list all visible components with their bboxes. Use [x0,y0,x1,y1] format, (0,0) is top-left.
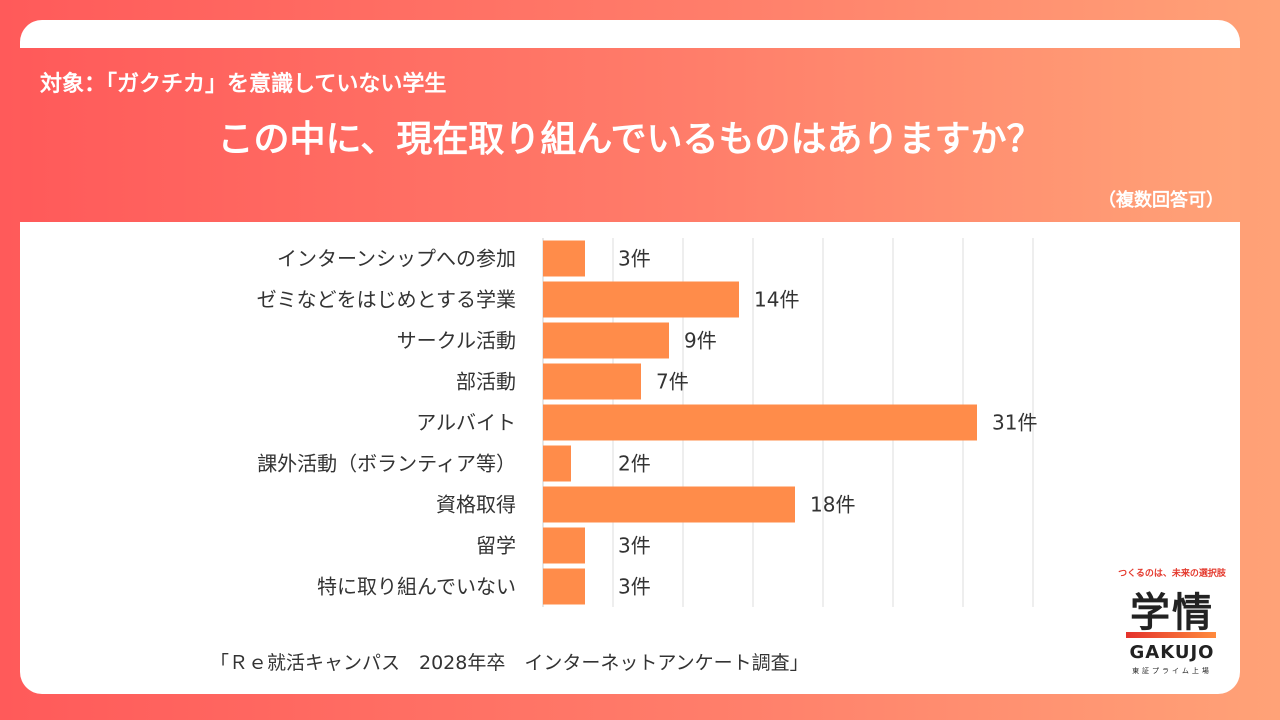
bar [543,322,669,359]
category-label: 課外活動（ボランティア等） [257,452,516,476]
logo-name: GAKUJO [1129,642,1215,663]
bar [543,486,795,523]
data-label: 31件 [992,411,1037,435]
data-label: 18件 [810,493,855,517]
card: 対象：「ガクチカ」を意識していない学生 この中に、現在取り組んでいるものはありま… [20,20,1240,694]
data-label: 3件 [618,534,651,558]
bar [543,281,739,318]
category-label: 資格取得 [436,493,516,517]
data-label: 9件 [684,329,717,353]
survey-question: この中に、現在取り組んでいるものはありますか？ [217,119,1043,160]
data-label: 3件 [618,247,651,271]
bar [543,240,585,277]
category-label: インターンシップへの参加 [277,247,516,271]
bar [543,527,585,564]
data-label: 14件 [754,288,799,312]
bar [543,568,585,605]
category-label: 部活動 [456,370,516,394]
logo-subtext: 東証プライム上場 [1132,667,1212,675]
multiple-answers-note: （複数回答可） [1098,190,1224,211]
logo-bar [1126,632,1216,638]
survey-subject: 対象：「ガクチカ」を意識していない学生 [40,72,447,97]
bar [543,363,641,400]
category-label: サークル活動 [397,329,516,353]
data-label: 3件 [618,575,651,599]
logo-mark: 学情 [1130,590,1214,636]
logo-tagline: つくるのは、未来の選択肢 [1118,569,1226,579]
category-label: ゼミなどをはじめとする学業 [257,288,516,312]
gakujo-logo: つくるのは、未来の選択肢 学情 GAKUJO 東証プライム上場 [1098,566,1240,694]
data-label: 7件 [656,370,689,394]
header-banner: 対象：「ガクチカ」を意識していない学生 この中に、現在取り組んでいるものはありま… [20,48,1240,222]
category-label: アルバイト [416,411,516,435]
data-label: 2件 [618,452,651,476]
category-label: 留学 [476,534,516,558]
bar [543,404,977,441]
bar [543,445,571,482]
survey-source: 「Ｒｅ就活キャンパス 2028年卒 インターネットアンケート調査」 [210,652,809,674]
category-label: 特に取り組んでいない [317,575,516,599]
